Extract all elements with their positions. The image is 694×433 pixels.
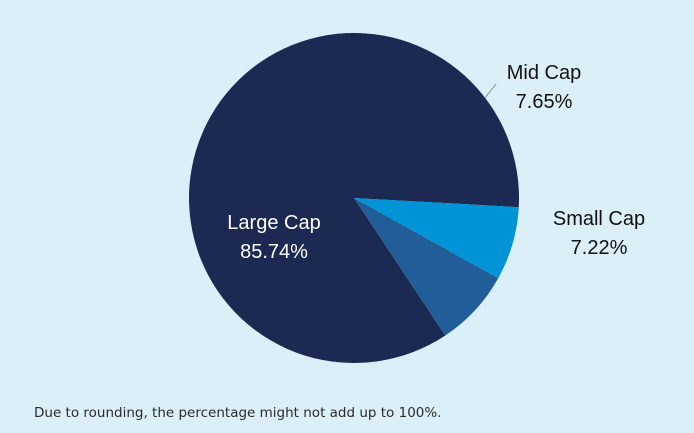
large-cap-label: Large Cap [227,212,320,234]
small-cap-label: Small Cap [553,208,645,230]
mid-cap-value-label: 7.65% [516,91,573,113]
footnote: Due to rounding, the percentage might no… [34,405,442,421]
mid-cap-label: Mid Cap [507,62,581,84]
slice-mid-cap [354,198,499,336]
slice-small-cap [354,198,519,279]
slice-large-cap [189,32,520,363]
mid-cap-leader-line [484,83,497,99]
large-cap-value-label: 85.74% [240,241,308,263]
small-cap-value-label: 7.22% [571,237,628,259]
